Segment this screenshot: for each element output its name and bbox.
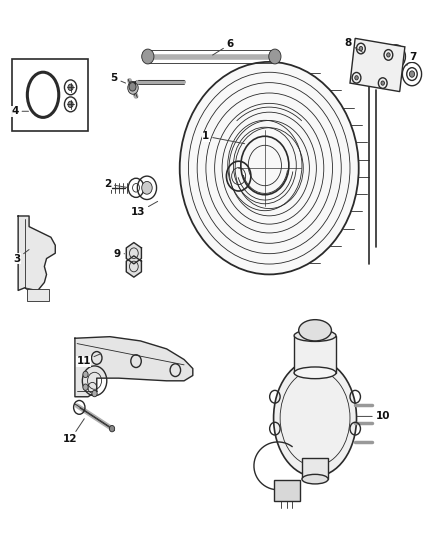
Text: 5: 5 — [110, 74, 126, 83]
Ellipse shape — [302, 474, 328, 484]
Bar — [274, 480, 300, 502]
Bar — [294, 336, 336, 373]
Ellipse shape — [299, 320, 332, 341]
Circle shape — [269, 49, 281, 64]
Text: 12: 12 — [64, 419, 84, 445]
Circle shape — [110, 425, 115, 432]
Text: 9: 9 — [114, 249, 124, 259]
Polygon shape — [18, 216, 55, 290]
Circle shape — [142, 49, 154, 64]
Bar — [12, 59, 88, 131]
Polygon shape — [126, 243, 141, 264]
Text: 8: 8 — [344, 38, 363, 52]
Ellipse shape — [180, 62, 359, 274]
Text: 7: 7 — [407, 52, 417, 66]
Circle shape — [142, 181, 152, 194]
Polygon shape — [126, 256, 141, 277]
Bar — [350, 38, 405, 92]
Bar — [302, 458, 328, 479]
Text: 10: 10 — [357, 411, 390, 422]
Circle shape — [92, 390, 97, 397]
Circle shape — [128, 82, 138, 94]
Ellipse shape — [274, 360, 357, 477]
Polygon shape — [75, 337, 193, 397]
Circle shape — [393, 53, 399, 60]
Text: 11: 11 — [76, 354, 101, 366]
Circle shape — [68, 84, 73, 91]
Circle shape — [83, 371, 88, 377]
Ellipse shape — [294, 330, 336, 342]
Text: 4: 4 — [11, 106, 28, 116]
Text: 1: 1 — [202, 131, 245, 144]
Circle shape — [68, 101, 73, 108]
Circle shape — [83, 384, 88, 390]
Text: 3: 3 — [14, 249, 29, 263]
Text: 13: 13 — [131, 201, 158, 217]
Circle shape — [359, 46, 363, 51]
Text: 2: 2 — [104, 179, 127, 189]
Bar — [27, 289, 49, 301]
Circle shape — [381, 81, 385, 85]
Circle shape — [355, 76, 358, 80]
Ellipse shape — [294, 367, 336, 378]
Circle shape — [410, 71, 415, 77]
Circle shape — [387, 53, 390, 57]
Text: 6: 6 — [212, 39, 233, 55]
Circle shape — [129, 83, 136, 91]
